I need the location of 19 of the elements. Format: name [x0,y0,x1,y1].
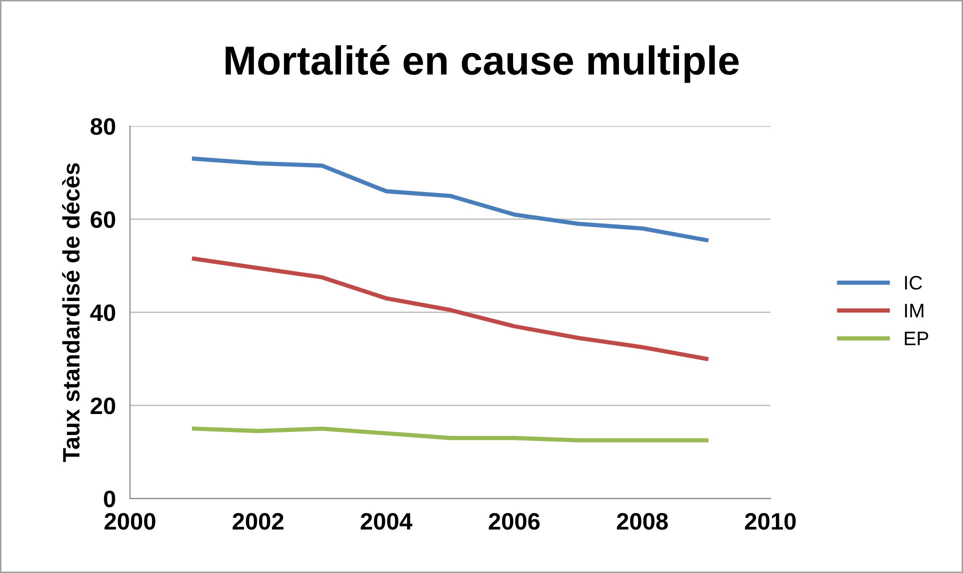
y-tick-label: 0 [104,490,116,508]
chart-title: Mortalité en cause multiple [226,44,739,83]
y-tick-label: 20 [90,397,116,414]
line-series [192,426,708,442]
x-tick-label: 2010 [744,513,796,530]
legend-label: IM [905,304,924,318]
x-tick-label: 2000 [104,513,156,530]
line-series [192,256,708,361]
x-tick-label: 2006 [488,513,540,530]
y-tick-label: 60 [90,211,116,228]
y-axis-title: Taux standardisé de décès [62,163,80,462]
x-tick-label: 2002 [232,513,284,530]
y-tick-label: 40 [90,304,116,322]
y-tick-label: 80 [90,118,116,135]
legend-label: EP [904,332,928,346]
x-tick-label: 2004 [360,513,412,530]
legend-label: IC [905,276,922,290]
x-tick-label: 2008 [616,513,668,530]
line-series [192,156,708,242]
